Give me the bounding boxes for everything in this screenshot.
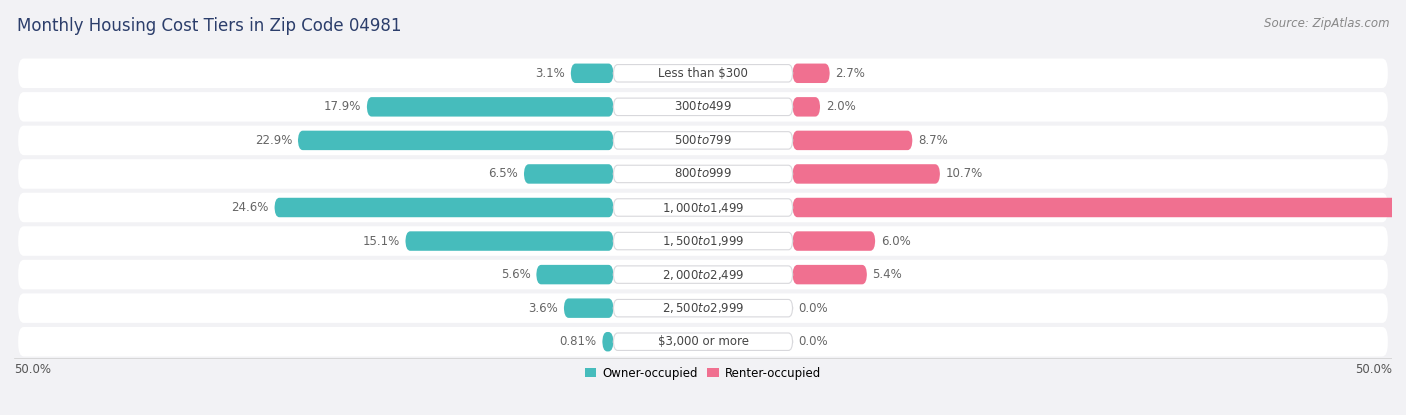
FancyBboxPatch shape [793,231,875,251]
FancyBboxPatch shape [613,300,793,317]
Text: 24.6%: 24.6% [232,201,269,214]
Text: 3.1%: 3.1% [536,67,565,80]
Text: $2,000 to $2,499: $2,000 to $2,499 [662,268,744,282]
Text: 50.0%: 50.0% [14,363,51,376]
FancyBboxPatch shape [405,231,613,251]
Text: $2,500 to $2,999: $2,500 to $2,999 [662,301,744,315]
Text: 0.81%: 0.81% [560,335,596,348]
Text: 17.9%: 17.9% [323,100,361,113]
FancyBboxPatch shape [18,293,1388,323]
Text: $1,000 to $1,499: $1,000 to $1,499 [662,200,744,215]
Text: $300 to $499: $300 to $499 [673,100,733,113]
FancyBboxPatch shape [613,199,793,216]
FancyBboxPatch shape [613,98,793,115]
Text: 0.0%: 0.0% [799,302,828,315]
FancyBboxPatch shape [274,198,613,217]
FancyBboxPatch shape [536,265,613,284]
FancyBboxPatch shape [564,298,613,318]
FancyBboxPatch shape [793,131,912,150]
Text: Source: ZipAtlas.com: Source: ZipAtlas.com [1264,17,1389,29]
Text: 8.7%: 8.7% [918,134,948,147]
FancyBboxPatch shape [613,165,793,183]
FancyBboxPatch shape [367,97,613,117]
FancyBboxPatch shape [18,226,1388,256]
FancyBboxPatch shape [524,164,613,184]
FancyBboxPatch shape [793,265,868,284]
FancyBboxPatch shape [793,164,941,184]
Text: $3,000 or more: $3,000 or more [658,335,748,348]
Text: 2.0%: 2.0% [825,100,855,113]
FancyBboxPatch shape [18,193,1388,222]
FancyBboxPatch shape [793,198,1406,217]
Text: $500 to $799: $500 to $799 [673,134,733,147]
FancyBboxPatch shape [613,266,793,283]
FancyBboxPatch shape [613,232,793,250]
FancyBboxPatch shape [18,92,1388,122]
Text: 15.1%: 15.1% [363,234,399,248]
FancyBboxPatch shape [18,126,1388,155]
Text: 5.4%: 5.4% [873,268,903,281]
FancyBboxPatch shape [298,131,613,150]
Text: 6.5%: 6.5% [489,167,519,181]
Text: 6.0%: 6.0% [880,234,911,248]
FancyBboxPatch shape [18,327,1388,356]
Text: $800 to $999: $800 to $999 [673,167,733,181]
Text: 22.9%: 22.9% [254,134,292,147]
Text: 10.7%: 10.7% [945,167,983,181]
FancyBboxPatch shape [793,97,820,117]
Text: $1,500 to $1,999: $1,500 to $1,999 [662,234,744,248]
FancyBboxPatch shape [18,260,1388,289]
FancyBboxPatch shape [18,59,1388,88]
FancyBboxPatch shape [793,63,830,83]
FancyBboxPatch shape [613,132,793,149]
Text: 0.0%: 0.0% [799,335,828,348]
FancyBboxPatch shape [602,332,613,352]
FancyBboxPatch shape [571,63,613,83]
Text: 2.7%: 2.7% [835,67,865,80]
Legend: Owner-occupied, Renter-occupied: Owner-occupied, Renter-occupied [579,362,827,385]
Text: 3.6%: 3.6% [529,302,558,315]
FancyBboxPatch shape [18,159,1388,189]
FancyBboxPatch shape [613,65,793,82]
Text: Monthly Housing Cost Tiers in Zip Code 04981: Monthly Housing Cost Tiers in Zip Code 0… [17,17,401,34]
FancyBboxPatch shape [613,333,793,350]
Text: 5.6%: 5.6% [501,268,531,281]
Text: 50.0%: 50.0% [1355,363,1392,376]
Text: Less than $300: Less than $300 [658,67,748,80]
